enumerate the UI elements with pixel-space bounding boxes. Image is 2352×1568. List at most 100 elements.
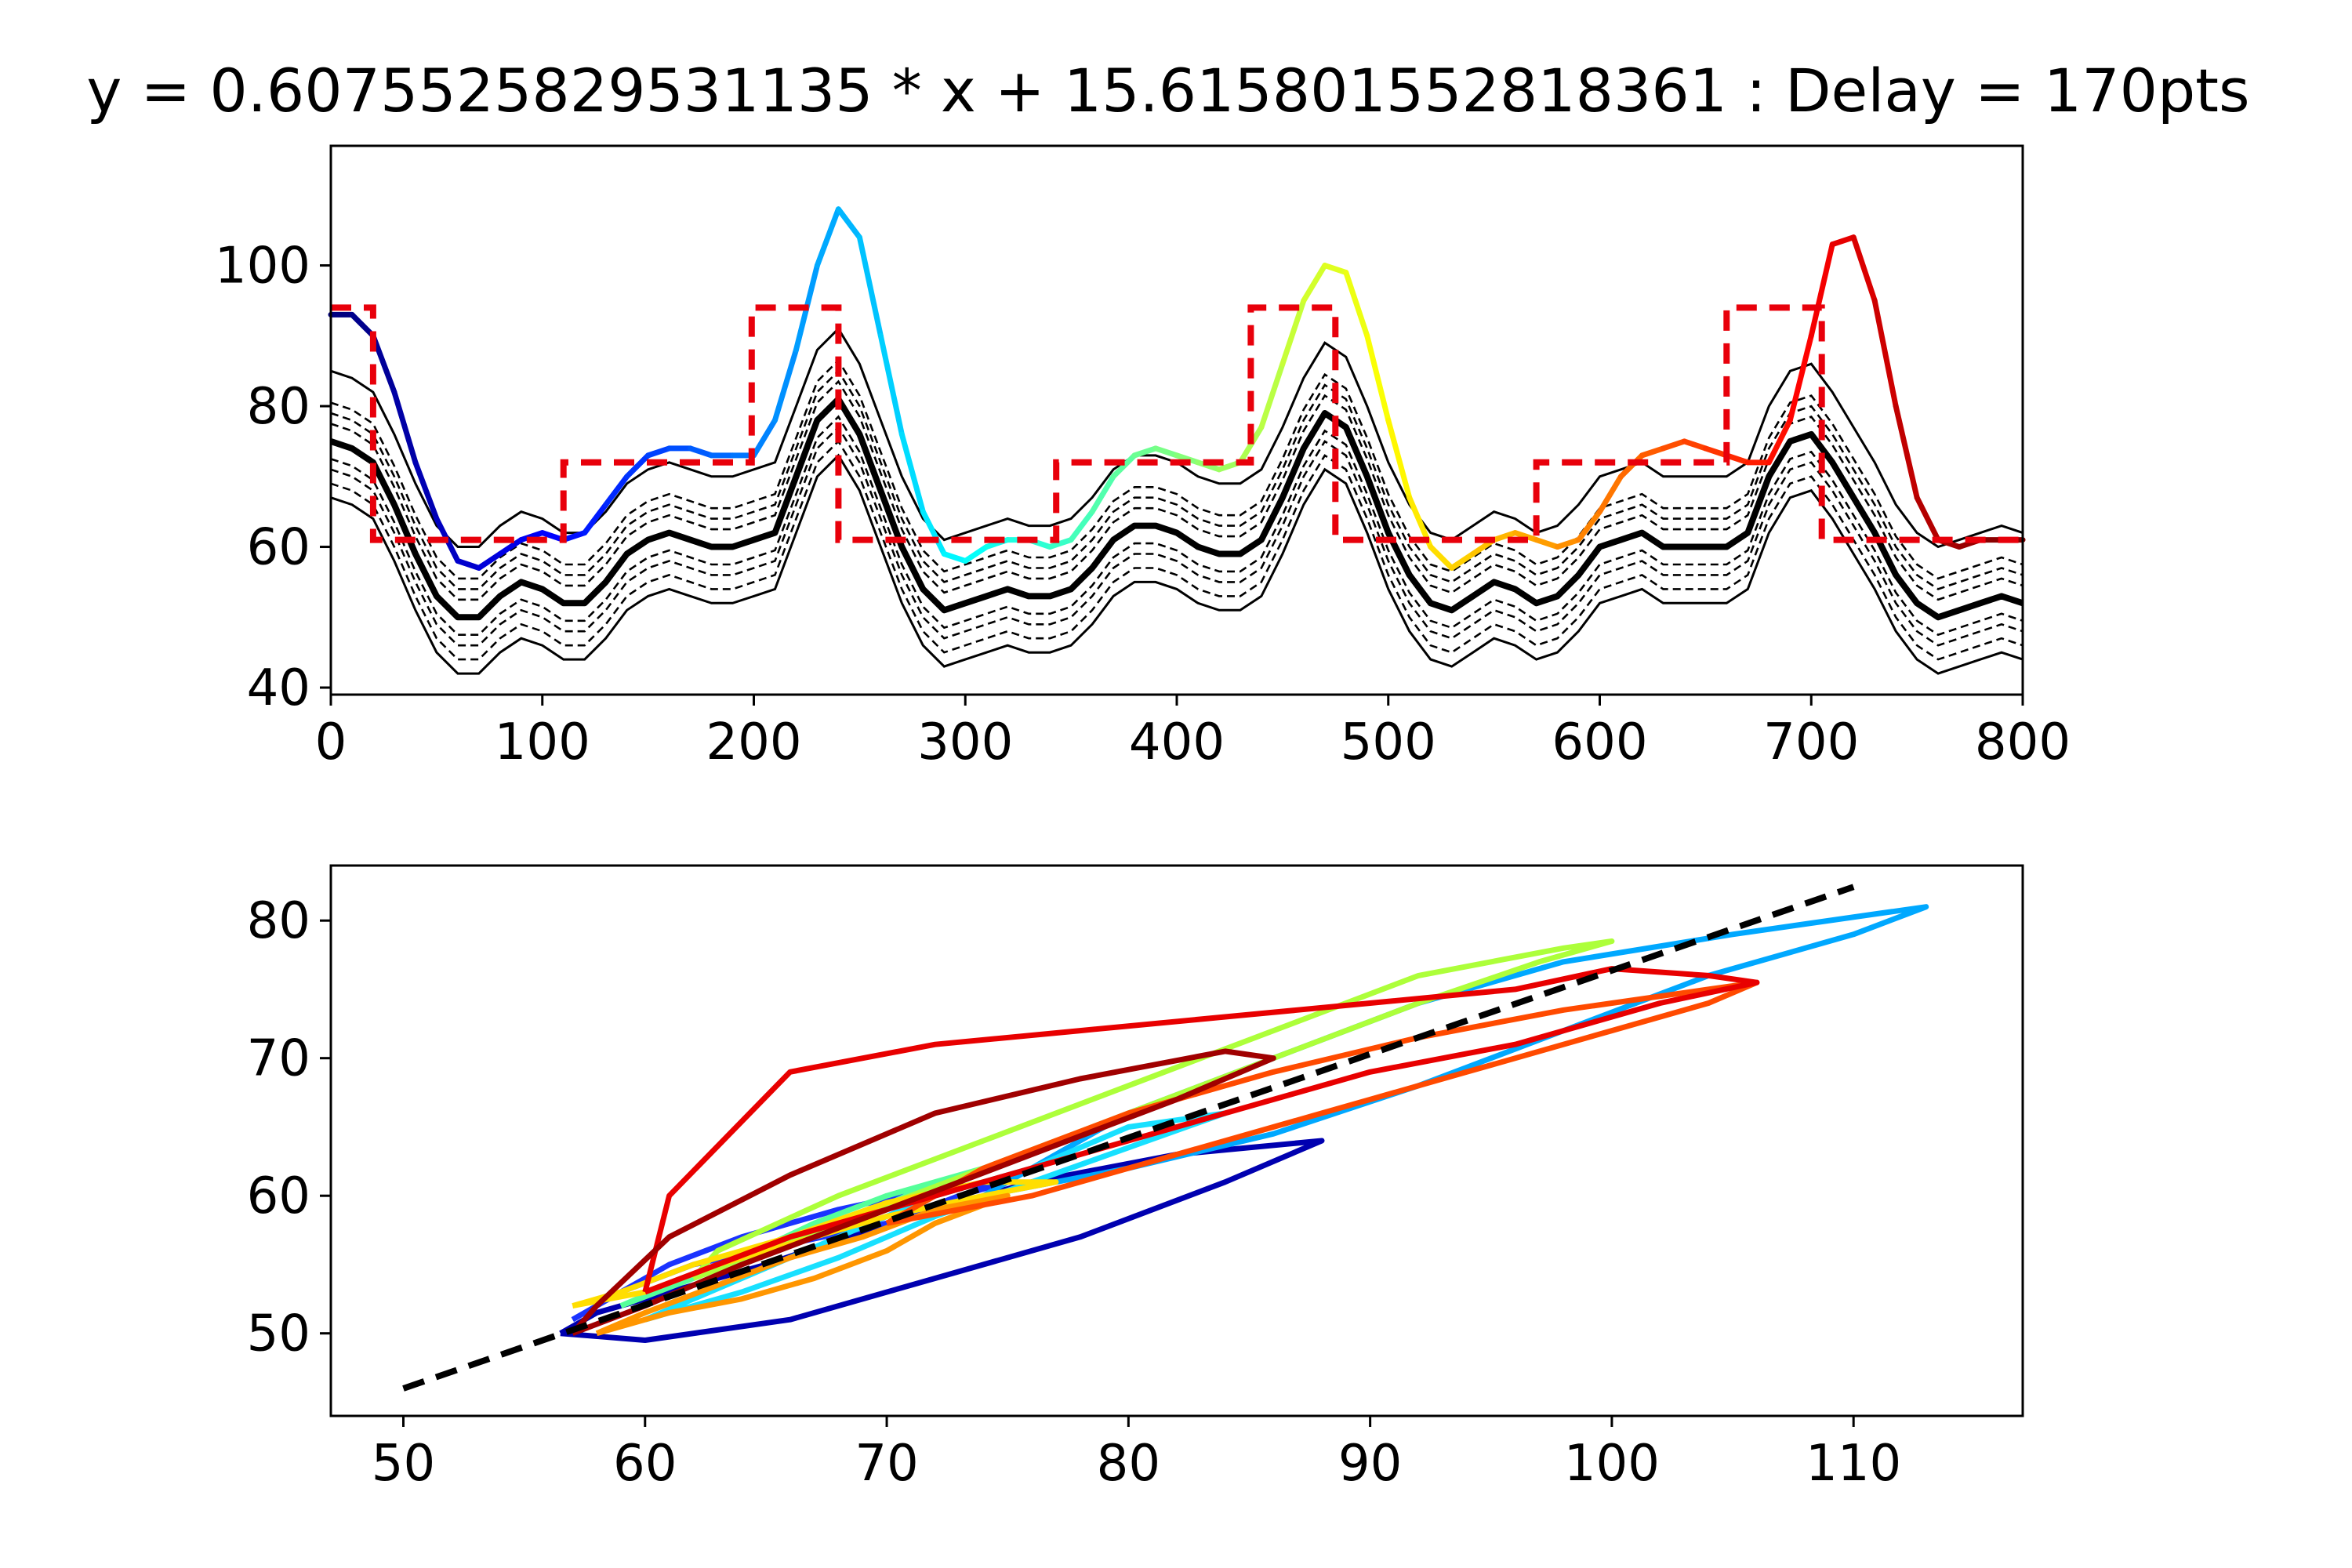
measured-signal-segment — [856, 234, 884, 339]
top-xtick-label: 500 — [1341, 713, 1436, 771]
measured-signal-segment — [1152, 445, 1180, 459]
top-xtick-label: 100 — [495, 713, 590, 771]
chart-title: y = 0.6075525829531135 * x + 15.61580155… — [86, 56, 2249, 125]
measured-signal-segment — [1639, 445, 1666, 459]
bottom-axes-ticks: 50 60 70 80 90 100 110 50 60 70 80 — [247, 892, 1902, 1493]
bottom-ytick-label: 50 — [247, 1305, 310, 1363]
measured-signal-segment — [1787, 332, 1814, 423]
measured-signal-segment — [1279, 297, 1307, 367]
model-band-line — [330, 415, 2024, 637]
fit-line — [402, 884, 1855, 1392]
measured-signal-segment — [1660, 438, 1687, 452]
measured-signal-segment — [1871, 297, 1899, 409]
top-axes-ticks: 0 100 200 300 400 500 600 700 800 40 60 80 100 — [215, 238, 2071, 771]
top-xtick-label: 800 — [1975, 713, 2071, 771]
measured-signal-segment — [1322, 263, 1349, 276]
measured-signal-segment — [370, 332, 397, 395]
model-mean-line — [329, 396, 2024, 621]
measured-signal-segment — [349, 311, 376, 339]
measured-signal-segment — [1174, 452, 1201, 466]
bottom-xtick-label: 90 — [1338, 1435, 1402, 1493]
measured-signal-segment — [1110, 452, 1138, 480]
measured-signal-segment — [1195, 459, 1222, 473]
measured-signal-segment — [771, 347, 799, 423]
measured-signal-segment — [1723, 452, 1751, 466]
measured-signal-segment — [1131, 445, 1159, 459]
top-ytick-label: 60 — [247, 519, 310, 577]
model-band-line — [330, 379, 2024, 601]
measured-signal-segment — [1364, 332, 1392, 423]
measured-signal-segment — [814, 206, 841, 269]
measured-signal-segment — [1808, 241, 1835, 339]
measured-signal-segment — [1829, 234, 1857, 248]
measured-signal-segment — [1491, 530, 1519, 543]
bottom-axes-frame — [329, 864, 2024, 1417]
measured-signal-segment — [1385, 417, 1413, 501]
bottom-xtick-label: 100 — [1564, 1435, 1660, 1493]
model-band-line — [330, 425, 2024, 647]
measured-signal-segment — [1850, 234, 1878, 303]
measured-signal-segment — [1534, 537, 1561, 550]
model-band-line — [330, 453, 2024, 675]
measured-signal-segment — [1617, 452, 1645, 480]
top-xtick-label: 0 — [315, 713, 347, 771]
measured-signal-segment — [518, 530, 546, 543]
measured-signal-segment — [1428, 544, 1455, 571]
top-axes: 0 100 200 300 400 500 600 700 800 40 60 80 100 — [215, 144, 2071, 771]
measured-signal-segment — [603, 474, 630, 508]
phase-loop — [570, 1048, 1276, 1336]
measured-signal-segment — [1301, 263, 1328, 303]
measured-signal-segment — [835, 206, 862, 241]
measured-signal-segment — [1047, 537, 1074, 550]
bottom-ytick-label: 70 — [247, 1030, 310, 1088]
bottom-xtick-label: 60 — [613, 1435, 677, 1493]
model-band-line — [330, 439, 2024, 661]
measured-signal-segment — [1766, 417, 1793, 466]
measured-signal-segment — [582, 502, 609, 536]
measured-signal-segment — [1555, 537, 1582, 550]
measured-signal-segment — [1702, 445, 1730, 459]
measured-signal-segment — [412, 459, 440, 522]
measured-signal-segment — [455, 557, 482, 571]
bottom-plot-lines — [402, 884, 1929, 1392]
top-xtick-label: 700 — [1763, 713, 1859, 771]
top-ytick-label: 80 — [247, 378, 310, 436]
measured-signal-segment — [1343, 270, 1370, 339]
measured-signal-segment — [645, 445, 673, 459]
measured-signal-segment — [1449, 551, 1476, 571]
measured-signal-segment — [1512, 530, 1540, 543]
measured-signal-segment — [962, 544, 989, 564]
measured-signal-segment — [1914, 495, 1941, 543]
measured-signal-segment — [751, 417, 778, 459]
top-plot-lines — [328, 206, 2026, 675]
measured-signal-segment — [1258, 361, 1286, 430]
phase-loop — [642, 966, 1760, 1295]
phase-loop — [595, 1192, 1011, 1337]
measured-signal-segment — [624, 452, 652, 480]
measured-signal-segment — [1681, 438, 1708, 452]
measured-signal-segment — [1576, 509, 1602, 543]
measured-signal-segment — [391, 389, 419, 466]
model-band-line — [330, 369, 2024, 590]
measured-signal-segment — [1893, 403, 1920, 501]
step-input-line — [331, 304, 2023, 543]
measured-signal-segment — [1597, 474, 1624, 515]
bottom-axes: 50 60 70 80 90 100 110 50 60 70 80 — [247, 864, 2024, 1493]
bottom-ytick-label: 60 — [247, 1167, 310, 1225]
top-ytick-label: 40 — [247, 659, 310, 717]
model-band-line — [330, 358, 2024, 580]
bottom-xtick-label: 70 — [855, 1435, 918, 1493]
top-xtick-label: 300 — [917, 713, 1013, 771]
measured-signal-segment — [476, 551, 503, 571]
measured-signal-segment — [1089, 474, 1116, 515]
top-xtick-label: 400 — [1129, 713, 1225, 771]
measured-signal-segment — [1237, 424, 1265, 466]
bottom-ytick-label: 80 — [247, 892, 310, 950]
bottom-xtick-label: 110 — [1806, 1435, 1901, 1493]
measured-signal-segment — [941, 551, 968, 564]
top-ytick-label: 100 — [215, 238, 310, 296]
measured-signal-segment — [920, 509, 947, 557]
bottom-xtick-label: 50 — [372, 1435, 435, 1493]
measured-signal-segment — [898, 431, 926, 515]
